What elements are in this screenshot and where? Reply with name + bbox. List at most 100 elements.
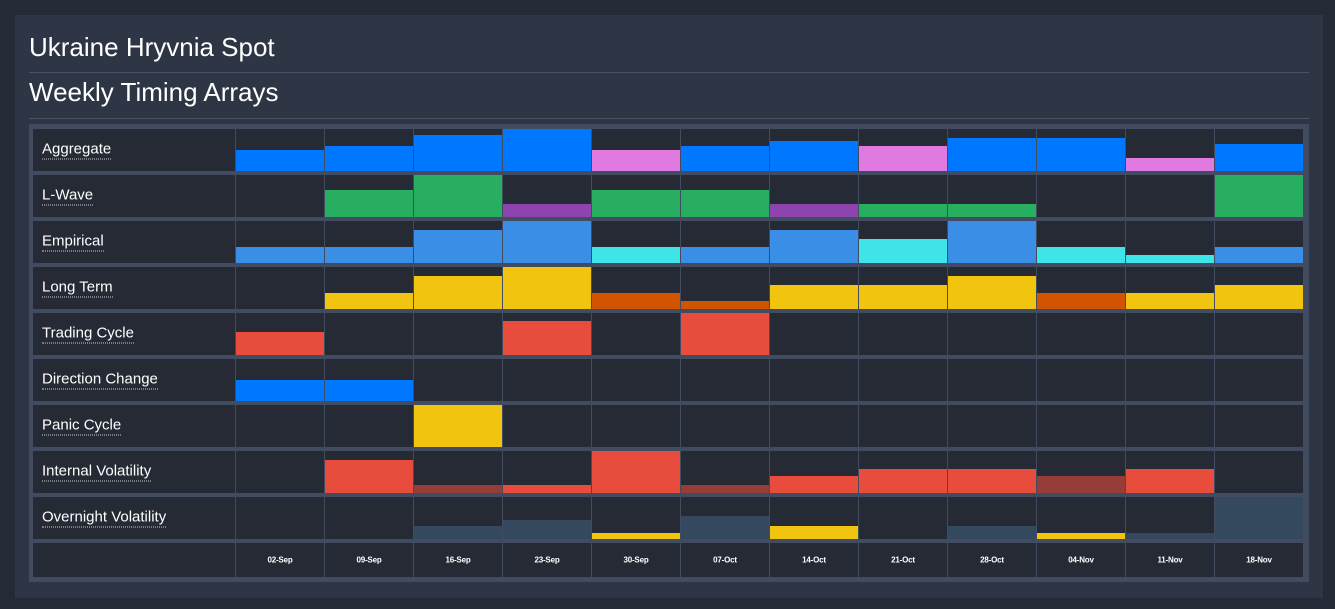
- timing-cell: [325, 405, 413, 447]
- timing-cell: [1215, 221, 1303, 263]
- timing-bar: [1126, 158, 1214, 171]
- timing-bar: [859, 145, 947, 171]
- timing-cell: [948, 267, 1036, 309]
- row-label[interactable]: Panic Cycle: [42, 416, 122, 436]
- timing-bar: [770, 204, 858, 217]
- timing-cell: [592, 175, 680, 217]
- timing-cell: [1126, 359, 1214, 401]
- timing-cell: [770, 221, 858, 263]
- timing-cell: [503, 313, 591, 355]
- timing-bar: [681, 145, 769, 171]
- timing-bar: [681, 247, 769, 263]
- timing-cell: [325, 497, 413, 539]
- timing-bar: [948, 138, 1036, 171]
- timing-cell: [236, 405, 324, 447]
- timing-cell: [503, 497, 591, 539]
- chart-panel: Ukraine Hryvnia Spot Weekly Timing Array…: [15, 15, 1323, 598]
- timing-cell: [414, 221, 502, 263]
- timing-bar: [948, 468, 1036, 493]
- timing-cell: [948, 359, 1036, 401]
- page-subtitle: Weekly Timing Arrays: [29, 77, 279, 107]
- timing-cell: [1215, 405, 1303, 447]
- timing-bar: [325, 189, 413, 217]
- timing-cell: [948, 313, 1036, 355]
- timing-bar: [325, 380, 413, 401]
- row-label[interactable]: Aggregate: [42, 140, 112, 160]
- timing-cell: [681, 497, 769, 539]
- timing-cell: [770, 267, 858, 309]
- date-axis-cell: 09-Sep: [325, 543, 413, 577]
- timing-cell: [681, 129, 769, 171]
- timing-bar: [1215, 284, 1303, 309]
- timing-cell: [948, 129, 1036, 171]
- date-tick-label: 16-Sep: [445, 555, 471, 565]
- timing-bar: [948, 221, 1036, 263]
- page-title: Ukraine Hryvnia Spot: [29, 32, 275, 62]
- row-label[interactable]: Empirical: [42, 232, 104, 252]
- timing-bar: [681, 515, 769, 539]
- timing-cell: [503, 129, 591, 171]
- timing-cell: [503, 359, 591, 401]
- timing-cell: [236, 497, 324, 539]
- title-divider: [29, 72, 1309, 73]
- date-tick-label: 14-Oct: [802, 555, 826, 565]
- timing-cell: [770, 497, 858, 539]
- timing-cell: [236, 451, 324, 493]
- timing-cell: [1037, 313, 1125, 355]
- timing-bar: [236, 380, 324, 401]
- row-label[interactable]: Overnight Volatility: [42, 508, 167, 528]
- timing-cell: [592, 359, 680, 401]
- timing-cell: [859, 129, 947, 171]
- row-label[interactable]: Long Term: [42, 278, 113, 298]
- timing-bar: [236, 247, 324, 263]
- timing-cell: [1126, 497, 1214, 539]
- timing-cell: [948, 405, 1036, 447]
- date-tick-label: 02-Sep: [267, 555, 293, 565]
- timing-bar: [503, 520, 591, 539]
- timing-cell: [236, 175, 324, 217]
- timing-cell: [859, 221, 947, 263]
- timing-cell: [1215, 129, 1303, 171]
- timing-cell: [414, 313, 502, 355]
- date-tick-label: 23-Sep: [534, 555, 560, 565]
- timing-cell: [1215, 267, 1303, 309]
- timing-bar: [1215, 175, 1303, 217]
- timing-bar: [592, 532, 680, 539]
- timing-cell: [503, 221, 591, 263]
- timing-cell: [1037, 497, 1125, 539]
- row-label[interactable]: Direction Change: [42, 370, 158, 390]
- timing-bar: [859, 204, 947, 217]
- timing-cell: [1215, 359, 1303, 401]
- timing-bar: [503, 204, 591, 217]
- row-label[interactable]: Internal Volatility: [42, 462, 152, 482]
- timing-cell: [414, 359, 502, 401]
- timing-cell: [236, 129, 324, 171]
- timing-bar: [1126, 255, 1214, 263]
- timing-bar: [414, 484, 502, 493]
- timing-cell: [414, 267, 502, 309]
- timing-cell: [770, 359, 858, 401]
- timing-bar: [414, 175, 502, 217]
- timing-cell: [236, 313, 324, 355]
- timing-bar: [1215, 247, 1303, 263]
- row-label[interactable]: L-Wave: [42, 186, 94, 206]
- timing-cell: [592, 405, 680, 447]
- timing-cell: [236, 359, 324, 401]
- timing-cell: [859, 267, 947, 309]
- date-tick-label: 18-Nov: [1246, 555, 1272, 565]
- date-axis-cell: 28-Oct: [948, 543, 1036, 577]
- timing-cell: [325, 359, 413, 401]
- timing-cell: [681, 175, 769, 217]
- timing-cell: [592, 451, 680, 493]
- timing-bar: [325, 460, 413, 493]
- timing-cell: [681, 405, 769, 447]
- date-axis-cell: 23-Sep: [503, 543, 591, 577]
- row-label[interactable]: Trading Cycle: [42, 324, 134, 344]
- date-axis-cell: 18-Nov: [1215, 543, 1303, 577]
- date-tick-label: 04-Nov: [1068, 555, 1094, 565]
- timing-cell: [1126, 175, 1214, 217]
- timing-bar: [770, 230, 858, 263]
- timing-bar: [1215, 497, 1303, 539]
- date-axis-cell: 02-Sep: [236, 543, 324, 577]
- timing-cell: [414, 497, 502, 539]
